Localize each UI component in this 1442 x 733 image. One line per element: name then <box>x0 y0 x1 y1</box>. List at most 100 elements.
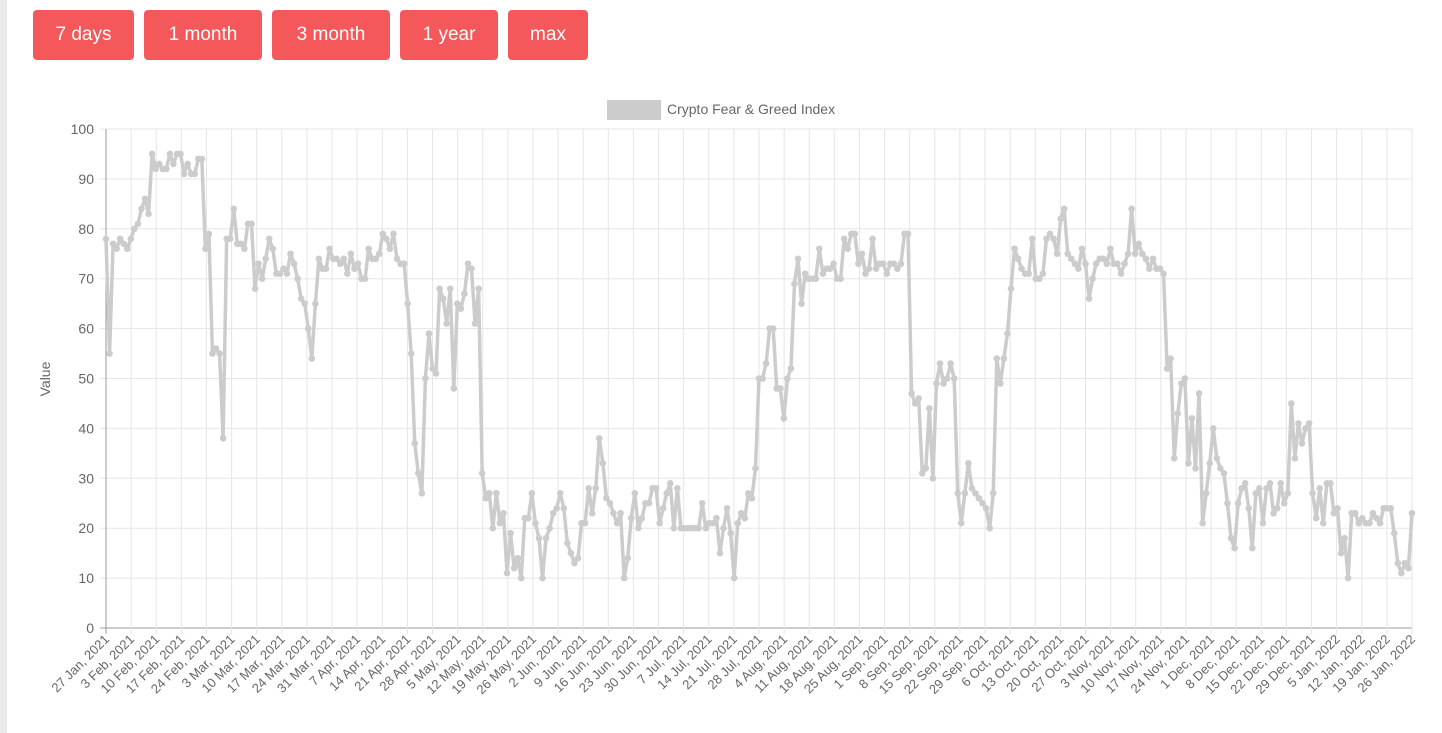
data-point[interactable] <box>972 489 979 497</box>
data-point[interactable] <box>720 524 727 532</box>
data-point[interactable] <box>596 435 603 442</box>
data-point[interactable] <box>1185 460 1192 467</box>
data-point[interactable] <box>713 514 720 522</box>
data-point[interactable] <box>1068 255 1075 263</box>
data-point[interactable] <box>361 275 369 283</box>
data-point[interactable] <box>1071 260 1079 268</box>
data-point[interactable] <box>1398 569 1405 577</box>
data-point[interactable] <box>986 524 993 532</box>
data-point[interactable] <box>553 504 561 512</box>
data-point[interactable] <box>1043 235 1050 243</box>
data-point[interactable] <box>191 170 199 178</box>
data-point[interactable] <box>276 270 284 278</box>
data-point[interactable] <box>1231 544 1238 552</box>
data-point[interactable] <box>351 265 358 273</box>
data-point[interactable] <box>1273 504 1281 512</box>
data-point[interactable] <box>269 245 277 253</box>
data-point[interactable] <box>1075 265 1082 273</box>
data-point[interactable] <box>816 245 823 253</box>
data-point[interactable] <box>1259 519 1267 527</box>
data-point[interactable] <box>141 195 149 203</box>
data-point[interactable] <box>415 470 422 477</box>
data-point[interactable] <box>702 524 710 532</box>
data-point[interactable] <box>727 529 734 537</box>
data-point[interactable] <box>957 519 965 527</box>
data-point[interactable] <box>894 265 901 273</box>
data-point[interactable] <box>379 230 387 238</box>
data-point[interactable] <box>1337 549 1345 557</box>
data-point[interactable] <box>1174 410 1182 417</box>
data-point[interactable] <box>954 489 962 497</box>
data-point[interactable] <box>230 205 238 213</box>
data-point[interactable] <box>485 489 493 497</box>
data-point[interactable] <box>1220 470 1228 477</box>
data-point[interactable] <box>123 245 131 253</box>
data-point[interactable] <box>1241 479 1249 487</box>
data-point[interactable] <box>606 499 614 507</box>
data-point[interactable] <box>1149 255 1157 263</box>
data-point[interactable] <box>812 275 820 283</box>
data-point[interactable] <box>1167 355 1174 362</box>
data-point[interactable] <box>102 235 110 243</box>
data-point[interactable] <box>138 205 145 213</box>
data-point[interactable] <box>1330 509 1338 517</box>
data-point[interactable] <box>372 255 380 263</box>
data-point[interactable] <box>1128 205 1135 213</box>
data-point[interactable] <box>471 320 479 327</box>
data-point[interactable] <box>844 245 852 253</box>
data-point[interactable] <box>113 245 120 253</box>
data-point[interactable] <box>170 160 177 168</box>
data-point[interactable] <box>198 155 206 163</box>
range-1-month-button[interactable]: 1 month <box>144 10 262 60</box>
data-point[interactable] <box>1160 270 1167 278</box>
data-point[interactable] <box>482 494 490 502</box>
data-point[interactable] <box>1199 519 1206 527</box>
data-point[interactable] <box>1256 484 1263 492</box>
data-point[interactable] <box>830 260 837 268</box>
data-point[interactable] <box>1213 455 1221 462</box>
data-point[interactable] <box>638 514 646 522</box>
data-point[interactable] <box>1163 365 1171 372</box>
data-point[interactable] <box>1369 509 1377 517</box>
data-point[interactable] <box>652 484 660 492</box>
data-point[interactable] <box>365 245 372 253</box>
data-point[interactable] <box>1270 509 1277 517</box>
data-point[interactable] <box>493 489 500 497</box>
data-point[interactable] <box>219 435 227 442</box>
data-point[interactable] <box>1138 250 1146 258</box>
data-point[interactable] <box>468 265 475 273</box>
data-point[interactable] <box>1277 479 1284 487</box>
data-point[interactable] <box>1209 425 1217 432</box>
data-point[interactable] <box>205 230 213 238</box>
data-point[interactable] <box>1376 519 1384 527</box>
data-point[interactable] <box>155 160 163 168</box>
data-point[interactable] <box>627 514 635 522</box>
data-point[interactable] <box>546 524 553 532</box>
data-point[interactable] <box>1142 255 1150 263</box>
data-point[interactable] <box>659 504 667 512</box>
data-point[interactable] <box>503 569 511 577</box>
data-point[interactable] <box>1170 455 1178 462</box>
data-point[interactable] <box>340 255 348 263</box>
data-point[interactable] <box>1117 270 1125 278</box>
data-point[interactable] <box>1082 260 1089 268</box>
data-point[interactable] <box>982 504 990 512</box>
data-point[interactable] <box>631 489 639 497</box>
data-point[interactable] <box>383 235 390 243</box>
data-point[interactable] <box>620 574 628 582</box>
data-point[interactable] <box>837 275 844 283</box>
range-1-year-button[interactable]: 1 year <box>400 10 498 60</box>
data-point[interactable] <box>603 494 610 502</box>
data-point[interactable] <box>1011 245 1018 253</box>
data-point[interactable] <box>961 489 969 497</box>
data-point[interactable] <box>858 250 866 258</box>
data-point[interactable] <box>989 489 997 497</box>
data-point[interactable] <box>347 250 355 258</box>
data-point[interactable] <box>759 375 766 382</box>
data-point[interactable] <box>287 250 294 258</box>
data-point[interactable] <box>478 470 486 477</box>
data-point[interactable] <box>1131 250 1139 258</box>
data-point[interactable] <box>666 479 674 487</box>
data-point[interactable] <box>1007 285 1015 292</box>
data-point[interactable] <box>1202 489 1210 497</box>
